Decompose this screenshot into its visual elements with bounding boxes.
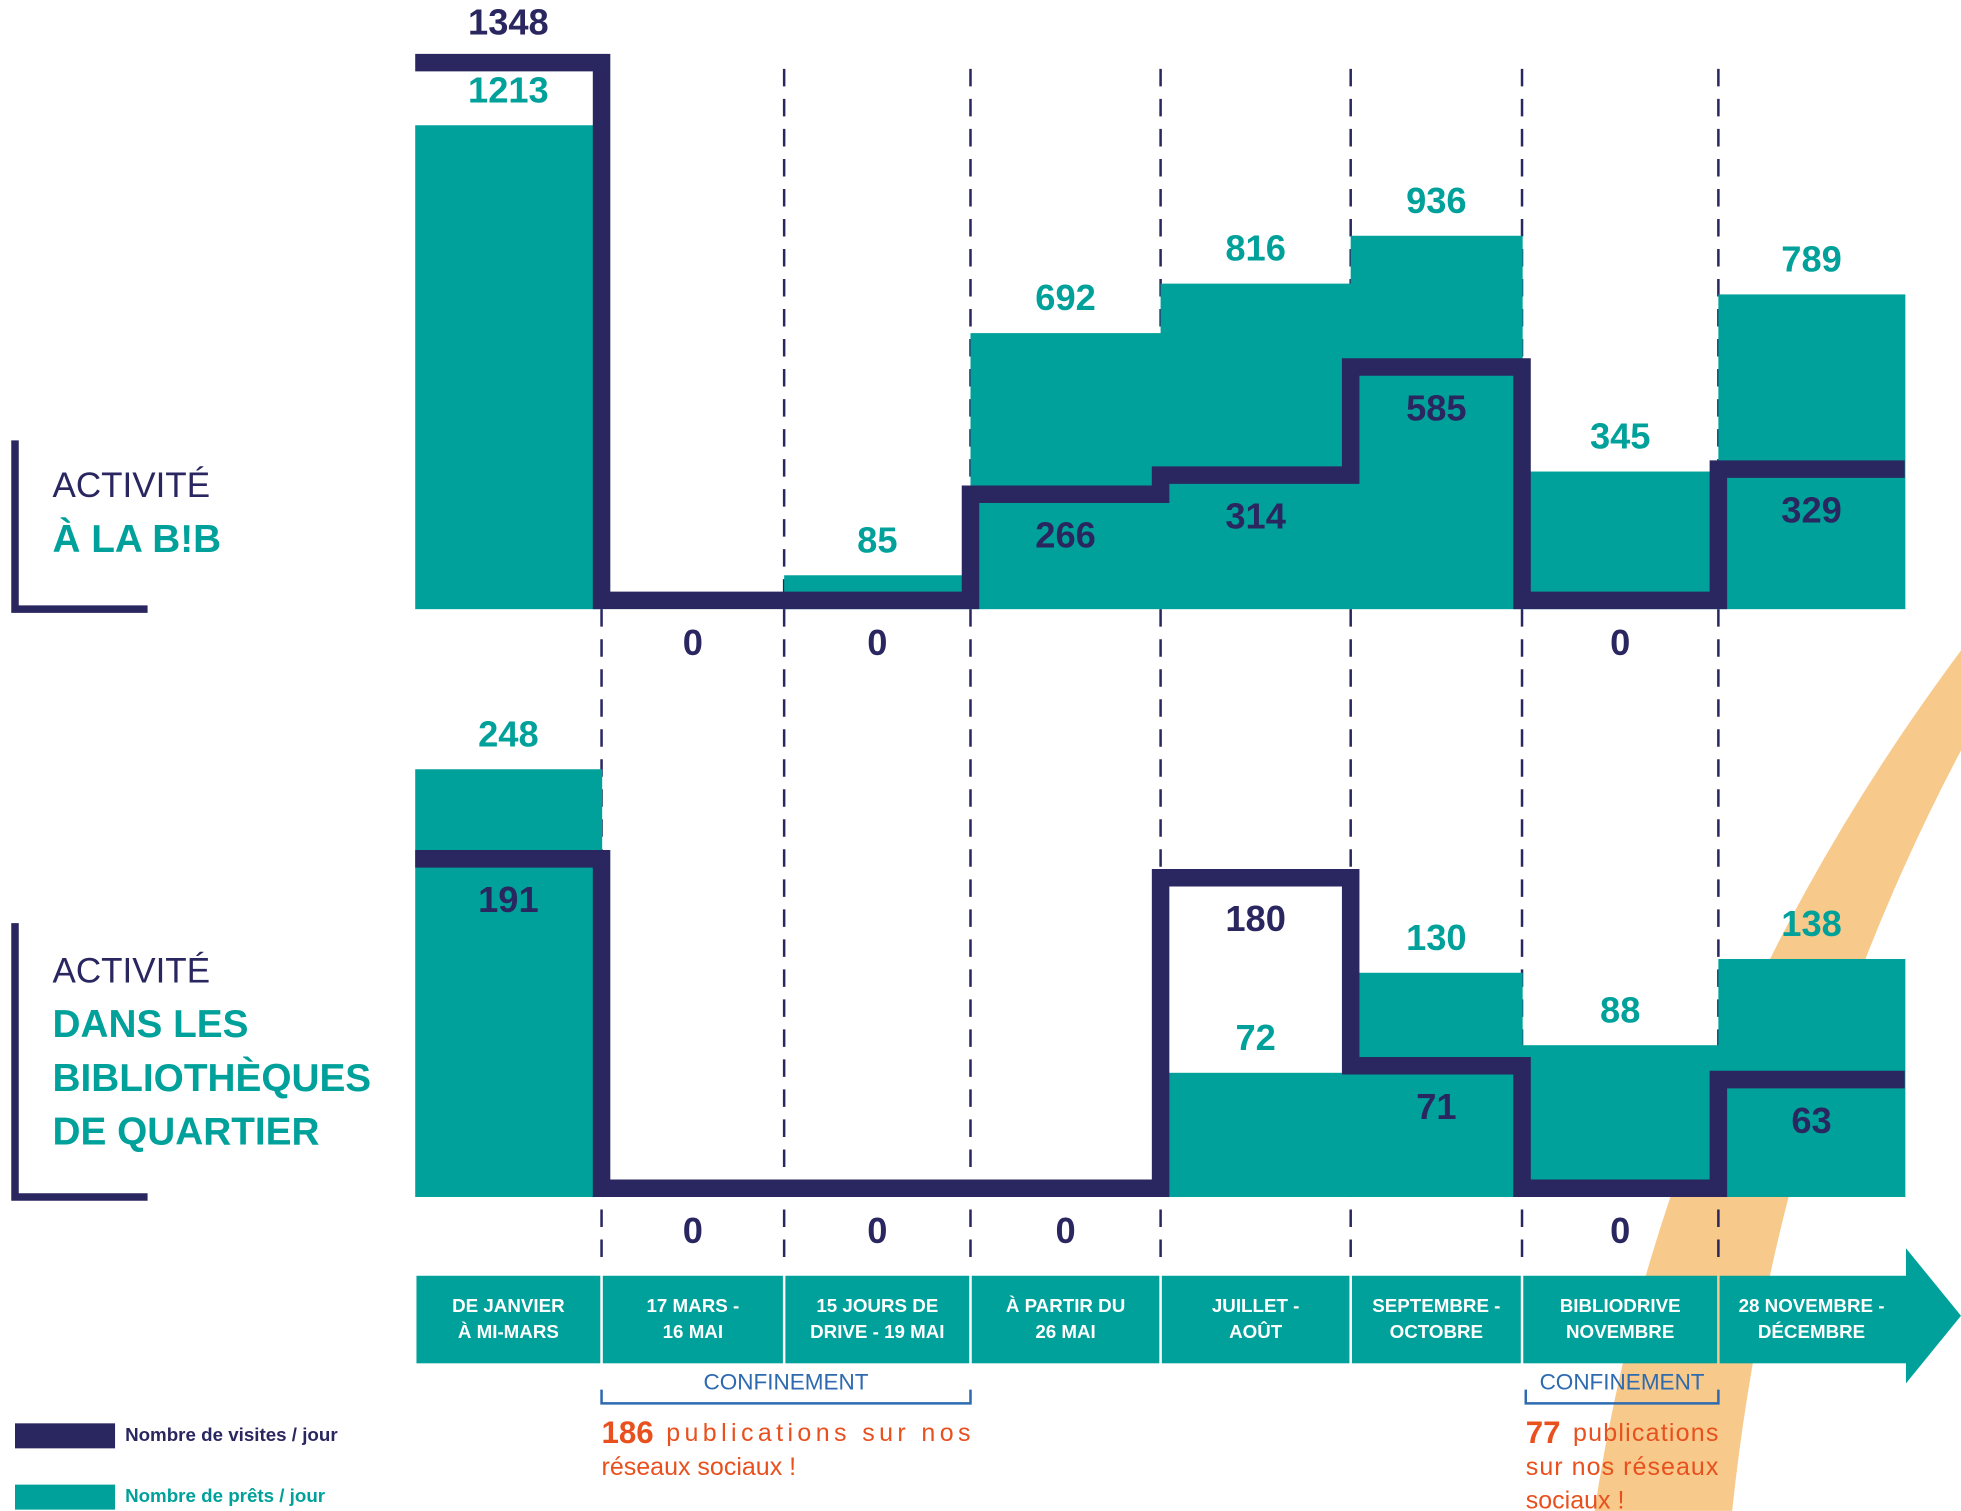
period-box (1161, 1275, 1350, 1364)
loan-bar (415, 769, 603, 1197)
loan-label: 88 (1600, 989, 1640, 1030)
visits-line (415, 53, 1905, 610)
period-label: DÉCEMBRE (1758, 1321, 1865, 1342)
visit-label: 0 (867, 1210, 887, 1251)
period-box (602, 1275, 783, 1364)
loan-bar (1522, 471, 1720, 610)
note-count: 77 (1526, 1415, 1561, 1450)
visit-label: 266 (1035, 515, 1095, 556)
legend-swatch (15, 1484, 116, 1510)
note-text: publications sur nos (666, 1419, 970, 1447)
loan-label: 85 (857, 519, 897, 560)
loan-label: 1213 (468, 69, 549, 110)
title-bracket (11, 440, 148, 613)
loan-bar (1350, 972, 1523, 1197)
confinement-label: CONFINEMENT (704, 1369, 869, 1394)
period-label: DE JANVIER (452, 1295, 565, 1316)
confinement-bracket (1524, 1389, 1720, 1405)
period-label: 17 MARS - (646, 1295, 739, 1316)
period-label: 16 MAI (663, 1321, 723, 1342)
note-text: sociaux ! (1526, 1487, 1625, 1511)
loan-label: 130 (1406, 917, 1466, 958)
period-label: DRIVE - 19 MAI (810, 1321, 944, 1342)
period-label: À PARTIR DU (1006, 1295, 1125, 1316)
panel-title: BIBLIOTHÈQUES (53, 1056, 372, 1100)
visit-label: 1348 (468, 2, 549, 43)
loan-bar (1522, 1045, 1720, 1197)
loan-label: 138 (1781, 903, 1841, 944)
period-box (785, 1275, 970, 1364)
period-box (1351, 1275, 1521, 1364)
visit-label: 0 (683, 1210, 703, 1251)
loan-bar (1718, 294, 1906, 610)
visit-label: 0 (1610, 622, 1630, 663)
legend-label: Nombre de prêts / jour (125, 1485, 326, 1506)
period-label: 28 NOVEMBRE - (1739, 1295, 1885, 1316)
period-box (1523, 1275, 1718, 1364)
title-bracket (11, 923, 148, 1201)
visit-label: 71 (1416, 1086, 1456, 1127)
legend-swatch (15, 1423, 116, 1449)
panel-title: DE QUARTIER (53, 1111, 320, 1154)
visit-label: 585 (1406, 387, 1466, 428)
legend-label: Nombre de visites / jour (125, 1424, 338, 1445)
panel-title: ACTIVITÉ (53, 951, 211, 990)
loan-label: 345 (1590, 416, 1650, 457)
period-label: OCTOBRE (1390, 1321, 1483, 1342)
period-label: BIBLIODRIVE (1560, 1295, 1681, 1316)
period-box (971, 1275, 1160, 1364)
visit-label: 63 (1791, 1100, 1831, 1141)
visit-label: 180 (1225, 898, 1285, 939)
loan-bar (1350, 235, 1523, 610)
period-label: 26 MAI (1035, 1321, 1095, 1342)
loan-label: 789 (1781, 238, 1841, 279)
period-label: À MI-MARS (458, 1321, 559, 1342)
visit-label: 0 (683, 622, 703, 663)
loan-bar (970, 333, 1162, 610)
loan-label: 816 (1225, 228, 1285, 269)
period-label: NOVEMBRE (1566, 1321, 1674, 1342)
note-text: publications (1573, 1419, 1718, 1447)
note-text: réseaux sociaux ! (602, 1453, 797, 1481)
period-label: 15 JOURS DE (816, 1295, 938, 1316)
panel-title: DANS LES (53, 1003, 249, 1046)
note-count: 186 (602, 1415, 654, 1450)
period-label: AOÛT (1229, 1321, 1283, 1342)
confinement-bracket (600, 1389, 972, 1405)
loan-bar (1160, 283, 1352, 610)
loan-label: 936 (1406, 180, 1466, 221)
loan-bar (415, 125, 603, 610)
visit-label: 0 (1055, 1210, 1075, 1251)
panel-title: ACTIVITÉ (53, 466, 211, 505)
visit-label: 329 (1781, 490, 1841, 531)
loan-label: 72 (1235, 1017, 1275, 1058)
loan-bar (1160, 1072, 1352, 1197)
note-text: sur nos réseaux (1526, 1453, 1719, 1481)
visits-line (415, 850, 1905, 1197)
panel-title: À LA B!B (53, 517, 222, 561)
visit-label: 0 (867, 622, 887, 663)
visit-label: 314 (1225, 496, 1285, 537)
confinement-label: CONFINEMENT (1540, 1369, 1705, 1394)
period-label: JUILLET - (1212, 1295, 1300, 1316)
period-box (416, 1275, 601, 1364)
visit-label: 0 (1610, 1210, 1630, 1251)
visit-label: 191 (478, 879, 538, 920)
loan-label: 248 (478, 713, 538, 754)
timeline-arrow (1905, 1248, 1961, 1384)
period-label: SEPTEMBRE - (1372, 1295, 1500, 1316)
period-box (1719, 1275, 1908, 1364)
loan-label: 692 (1035, 277, 1095, 318)
